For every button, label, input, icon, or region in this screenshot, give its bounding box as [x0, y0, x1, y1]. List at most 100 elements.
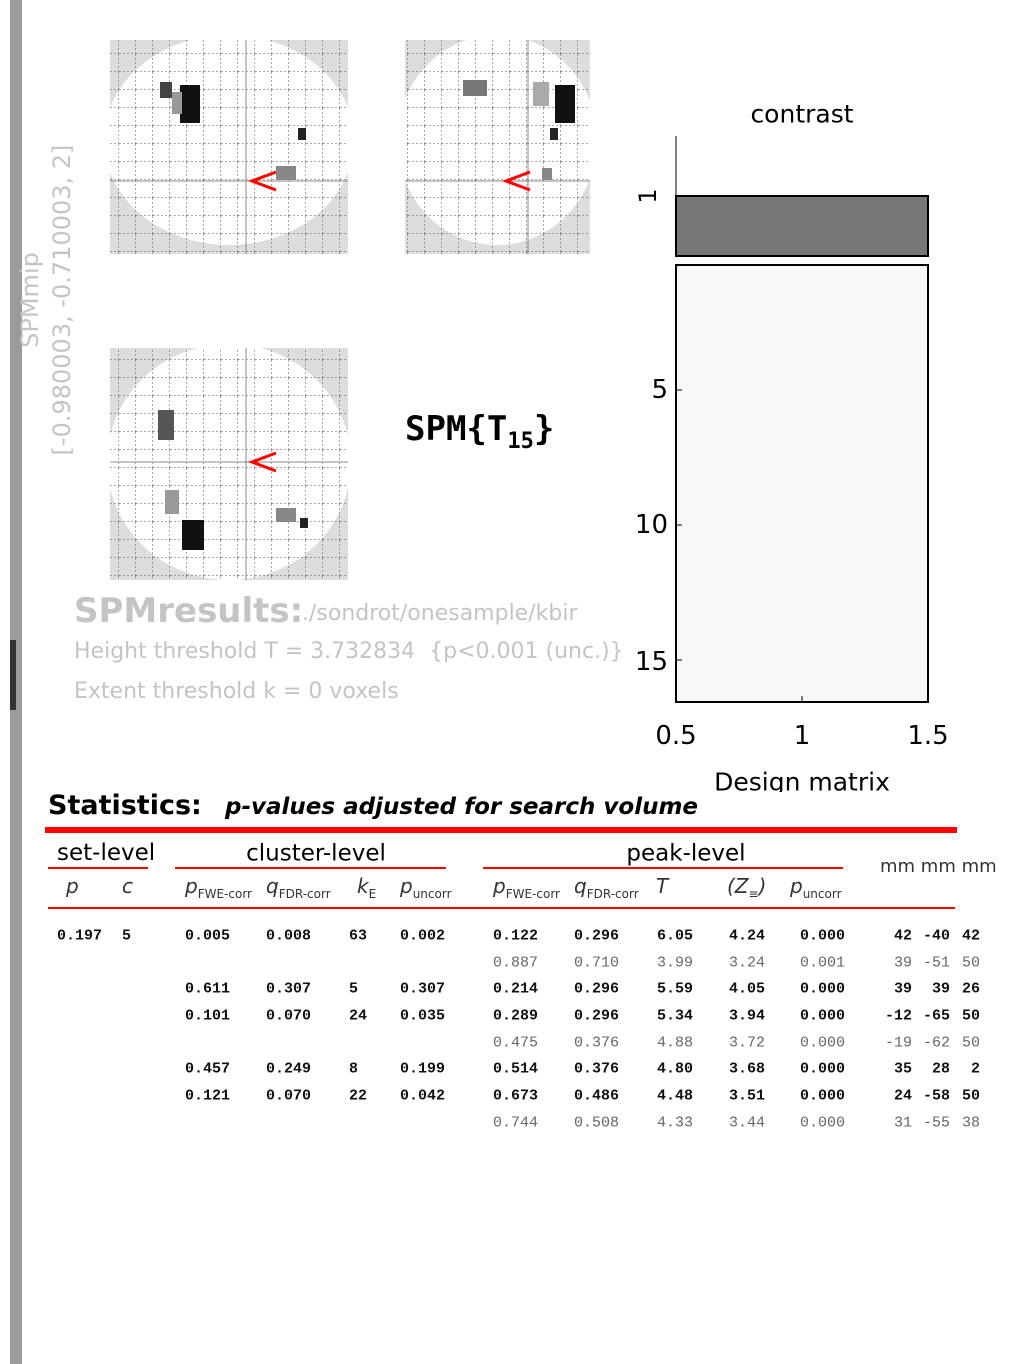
table-cell: 0.376	[574, 1036, 619, 1051]
page: SPMmip [-0.980003, -0.710003, 2] contras…	[0, 0, 1022, 1364]
header-symbol: q	[574, 874, 587, 898]
group-header: cluster-level	[246, 843, 386, 866]
header-symbol: k	[357, 874, 369, 898]
header-sub: FWE-corr	[506, 887, 560, 901]
table-cell: 0.486	[574, 1089, 619, 1104]
xlabel-clip: Design matrix	[600, 764, 1020, 792]
spm-title-suffix: }	[534, 409, 554, 449]
column-header: qFDR-corr	[574, 876, 639, 900]
table-cell: -62	[923, 1036, 950, 1051]
header-after: )	[759, 874, 767, 898]
table-cell: 0.001	[800, 956, 845, 971]
table-cell: 8	[349, 1062, 358, 1077]
table-cell: 0.122	[493, 929, 538, 944]
table-cell: 0.000	[800, 1036, 845, 1051]
header-sub: E	[369, 887, 377, 901]
header-symbol: T	[656, 874, 668, 898]
column-header: (Z≡)	[727, 876, 766, 900]
table-cell: 50	[962, 1009, 980, 1024]
extent-threshold: Extent threshold k = 0 voxels	[74, 681, 399, 703]
table-cell: 0.296	[574, 1009, 619, 1024]
table-cell: 0.008	[266, 929, 311, 944]
table-cell: 4.88	[657, 1036, 693, 1051]
column-header: kE	[357, 876, 376, 900]
group-header: set-level	[57, 842, 155, 865]
header-symbol: p	[790, 874, 803, 898]
table-cell: 39	[932, 982, 950, 997]
table-cell: 3.72	[729, 1036, 765, 1051]
table-cell: 0.296	[574, 929, 619, 944]
table-cell: 0.307	[400, 982, 445, 997]
table-cell: 3.99	[657, 956, 693, 971]
table-cell: 50	[962, 1036, 980, 1051]
table-cell: 0.070	[266, 1009, 311, 1024]
table-cell: 0.070	[266, 1089, 311, 1104]
table-cell: 0.121	[185, 1089, 230, 1104]
results-label: SPMresults:	[74, 594, 303, 628]
header-symbol: p	[66, 874, 79, 898]
mip-label: SPMmip	[18, 252, 42, 348]
table-cell: 0.249	[266, 1062, 311, 1077]
table-cell: 0.042	[400, 1089, 445, 1104]
table-cell: 4.33	[657, 1116, 693, 1131]
header-symbol: (Z	[727, 874, 749, 898]
table-cell: 0.514	[493, 1062, 538, 1077]
table-cell: 26	[962, 982, 980, 997]
column-header: puncorr	[400, 876, 452, 900]
x-tick-label: 0.5	[655, 723, 696, 749]
spm-title-prefix: SPM{T	[405, 409, 507, 449]
spm-title-sub: 15	[507, 429, 534, 454]
table-cell: 0.199	[400, 1062, 445, 1077]
column-header: pFWE-corr	[493, 876, 560, 900]
table-cell: 35	[894, 1062, 912, 1077]
table-cell: 0.002	[400, 929, 445, 944]
design-matrix	[676, 136, 928, 702]
table-cell: 39	[894, 982, 912, 997]
table-cell: 0.289	[493, 1009, 538, 1024]
y-tick-label: 15	[635, 649, 668, 675]
table-cell: 0.475	[493, 1036, 538, 1051]
height-threshold: Height threshold T = 3.732834 {p<0.001 (…	[74, 641, 624, 663]
header-symbol: q	[266, 874, 279, 898]
mip-sagittal	[104, 35, 354, 254]
table-cell: 5.59	[657, 982, 693, 997]
table-cell: 4.48	[657, 1089, 693, 1104]
table-cell: 0.035	[400, 1009, 445, 1024]
table-cell: 3.24	[729, 956, 765, 971]
header-symbol: p	[185, 874, 198, 898]
column-header: qFDR-corr	[266, 876, 331, 900]
table-cell: 63	[349, 929, 367, 944]
column-header: puncorr	[790, 876, 842, 900]
mip-coronal	[397, 35, 597, 254]
table-cell: 3.51	[729, 1089, 765, 1104]
header-symbol: p	[493, 874, 506, 898]
table-cell: 39	[894, 956, 912, 971]
x-tick-label: 1	[794, 723, 811, 749]
spm-title: SPM{T15}	[405, 412, 554, 453]
table-cell: -19	[885, 1036, 912, 1051]
table-cell: 5	[349, 982, 358, 997]
table-cell: 4.80	[657, 1062, 693, 1077]
group-header: peak-level	[626, 843, 745, 866]
table-cell: 42	[894, 929, 912, 944]
table-cell: 0.887	[493, 956, 538, 971]
table-cell: 3.44	[729, 1116, 765, 1131]
table-cell: 42	[962, 929, 980, 944]
header-sub: uncorr	[803, 887, 842, 901]
table-cell: 0.673	[493, 1089, 538, 1104]
table-cell: -51	[923, 956, 950, 971]
table-cell: 2	[971, 1062, 980, 1077]
table-cell: 0.296	[574, 982, 619, 997]
table-cell: -12	[885, 1009, 912, 1024]
table-cell: -58	[923, 1089, 950, 1104]
column-header: pFWE-corr	[185, 876, 252, 900]
table-cell: 0.101	[185, 1009, 230, 1024]
header-symbol: c	[122, 874, 133, 898]
table-cell: 0.508	[574, 1116, 619, 1131]
table-cell: 0.457	[185, 1062, 230, 1077]
table-cell: -65	[923, 1009, 950, 1024]
table-cell: 0.005	[185, 929, 230, 944]
contrast-title: contrast	[750, 102, 853, 127]
table-cell: 50	[962, 1089, 980, 1104]
table-cell: 0.710	[574, 956, 619, 971]
